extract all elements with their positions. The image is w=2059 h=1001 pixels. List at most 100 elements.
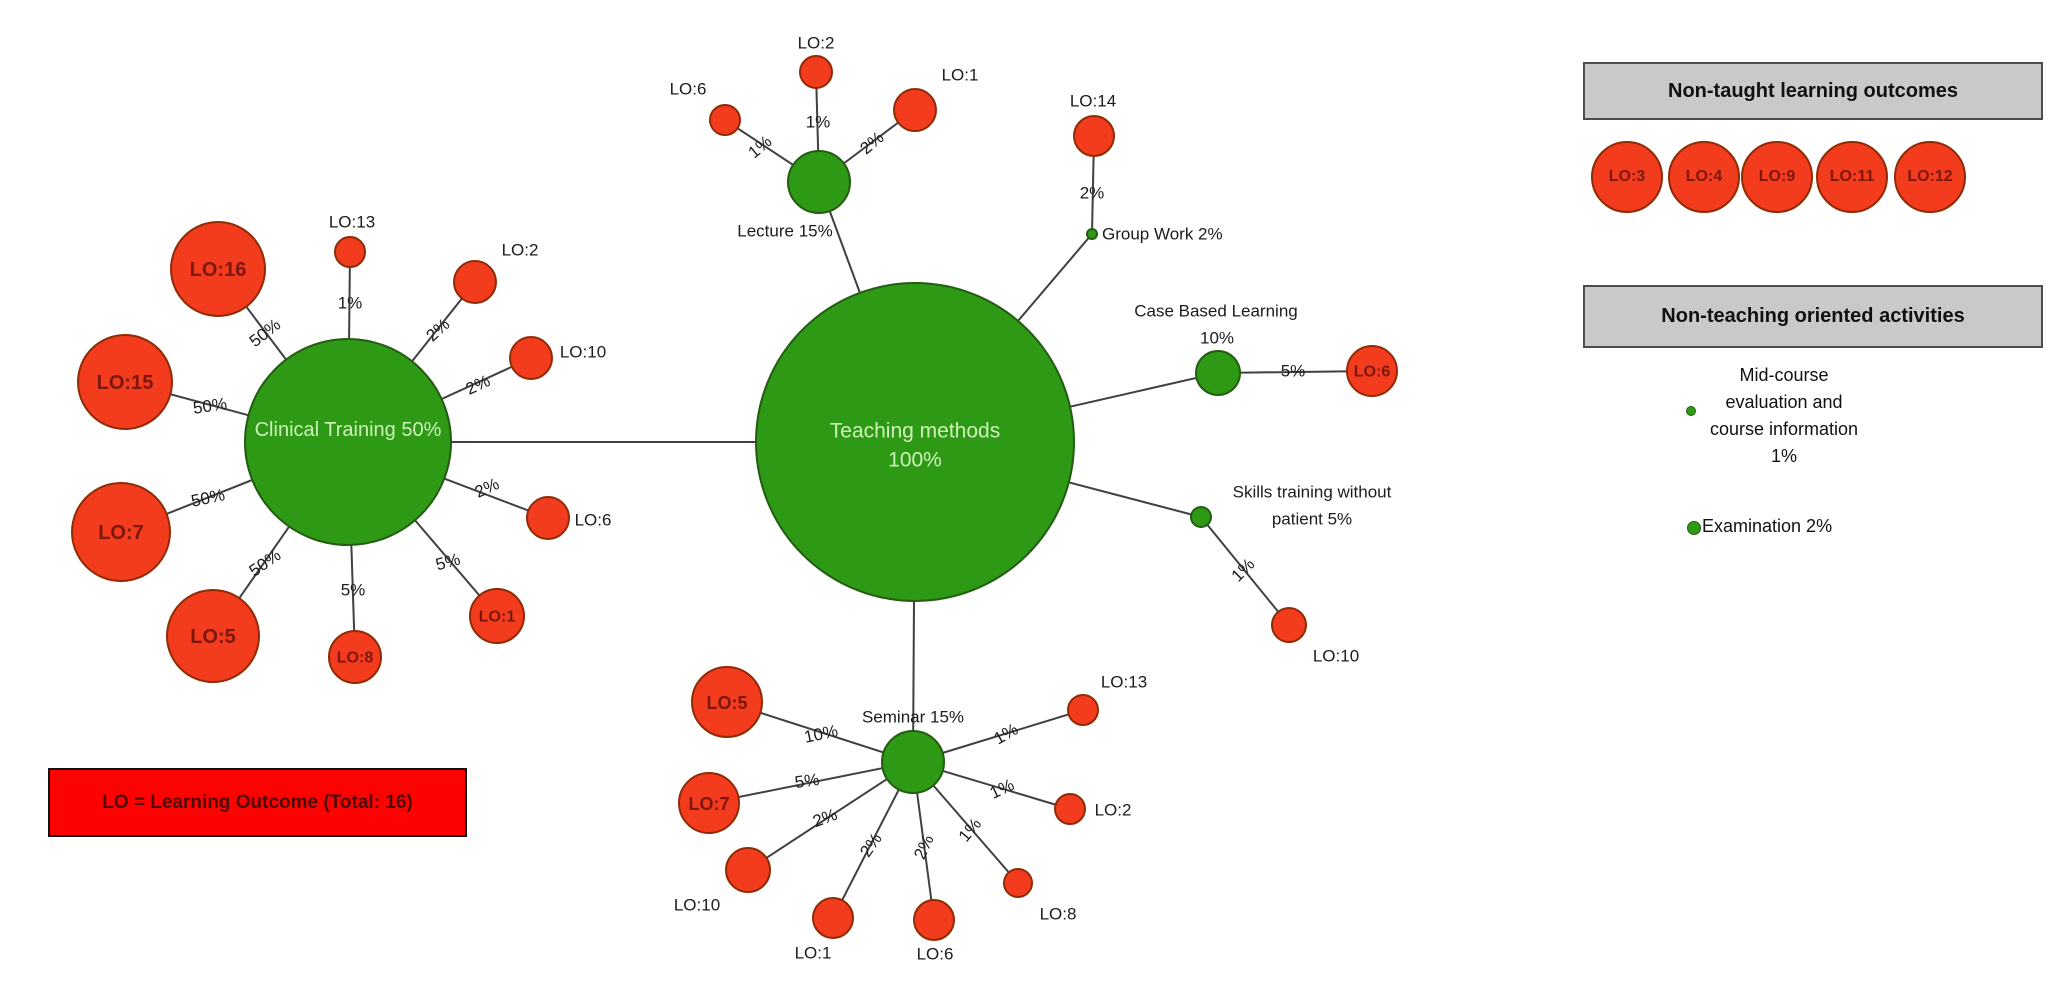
lo7-clinical-node <box>71 482 171 582</box>
skills-label-line2: patient 5% <box>1272 510 1352 529</box>
lo13-clinical-node <box>334 236 366 268</box>
lo7-inside-label: LO:7 <box>98 522 144 544</box>
skills-training-node <box>1190 506 1212 528</box>
lo6-cbl-node <box>1346 345 1398 397</box>
lo10-clinical-label: LO:10 <box>560 343 606 362</box>
case-based-learning-node <box>1195 350 1241 396</box>
lo5-seminar-inside-label: LO:5 <box>706 693 747 713</box>
lo5-clinical-node <box>166 589 260 683</box>
pct-lecture-lo2: 1% <box>806 113 831 132</box>
mid-course-percent: 1% <box>1770 446 1797 466</box>
skills-label-line1: Skills training without <box>1233 483 1392 502</box>
examination-dot-icon <box>1687 521 1701 535</box>
lo6-lecture-label: LO:6 <box>670 80 707 99</box>
non-taught-lo-circle: LO:9 <box>1741 141 1813 213</box>
lo13-seminar-label: LO:13 <box>1101 673 1147 692</box>
lo10-clinical-node <box>509 336 553 380</box>
lo7-seminar-inside-label: LO:7 <box>688 794 729 814</box>
lo10-skills-node <box>1271 607 1307 643</box>
lo5-seminar-node <box>691 666 763 738</box>
non-taught-header: Non-taught learning outcomes <box>1583 62 2043 120</box>
lo15-inside-label: LO:15 <box>97 372 154 394</box>
lo2-lecture-node <box>799 55 833 89</box>
pct-clinical-lo5: 50% <box>246 545 285 580</box>
lo2-clinical-label: LO:2 <box>502 241 539 260</box>
lo2-seminar-label: LO:2 <box>1095 801 1132 820</box>
pct-cbl-lo6: 5% <box>1281 362 1306 381</box>
pct-seminar-lo5: 10% <box>802 721 839 747</box>
non-taught-lo-label: LO:3 <box>1608 168 1646 185</box>
mid-course-activity: Mid-course evaluation and course informa… <box>1648 362 1920 470</box>
pct-seminar-lo10: 2% <box>810 805 840 831</box>
mid-course-line: evaluation and <box>1725 392 1843 412</box>
non-taught-title: Non-taught learning outcomes <box>1668 79 1958 102</box>
lo16-inside-label: LO:16 <box>190 259 247 281</box>
pct-clinical-lo8: 5% <box>341 581 366 600</box>
pct-groupwork-lo14: 2% <box>1080 184 1105 203</box>
lo2-seminar-node <box>1054 793 1086 825</box>
mid-course-line: Mid-course <box>1739 365 1829 385</box>
lo8-seminar-label: LO:8 <box>1040 905 1077 924</box>
non-taught-lo-label: LO:4 <box>1685 168 1723 185</box>
lo13-seminar-node <box>1067 694 1099 726</box>
lo6-lecture-node <box>709 104 741 136</box>
non-taught-lo-label: LO:9 <box>1758 168 1796 185</box>
pct-clinical-lo10: 2% <box>463 371 493 399</box>
lo14-groupwork-node <box>1073 115 1115 157</box>
mid-course-line: course information <box>1709 419 1859 439</box>
examination-activity: Examination 2% <box>1702 516 1833 536</box>
mid-course-dot-icon <box>1686 406 1696 416</box>
lo15-clinical-node <box>77 334 173 430</box>
pct-clinical-lo6: 2% <box>472 474 502 502</box>
lo1-clinical-node <box>469 588 525 644</box>
lo10-seminar-node <box>725 847 771 893</box>
lo13-clinical-label: LO:13 <box>329 213 375 232</box>
lo-legend-text: LO = Learning Outcome (Total: 16) <box>102 791 413 813</box>
lo7-seminar-node <box>678 772 740 834</box>
group-work-node <box>1086 228 1098 240</box>
cbl-label: Case Based Learning <box>1134 302 1298 321</box>
lo10-seminar-label: LO:10 <box>674 896 720 915</box>
teaching-methods-percent: 100% <box>888 449 942 472</box>
lo6-seminar-node <box>913 899 955 941</box>
edge-line <box>747 761 914 871</box>
pct-clinical-lo15: 50% <box>192 394 228 418</box>
non-taught-lo-circle: LO:4 <box>1668 141 1740 213</box>
clinical-training-label: Clinical Training 50% <box>255 419 442 441</box>
lo1-lecture-node <box>893 88 937 132</box>
lo1-inside-label: LO:1 <box>479 609 516 626</box>
teaching-methods-node <box>755 282 1075 602</box>
seminar-label: Seminar 15% <box>862 708 964 727</box>
lo6-seminar-label: LO:6 <box>917 945 954 964</box>
non-taught-lo-circle: LO:11 <box>1816 141 1888 213</box>
lo2-lecture-label: LO:2 <box>798 34 835 53</box>
lo10-skills-label: LO:10 <box>1313 647 1359 666</box>
lo1-seminar-node <box>812 897 854 939</box>
lo6-clinical-label: LO:6 <box>575 511 612 530</box>
lo-legend-box: LO = Learning Outcome (Total: 16) <box>48 768 467 837</box>
cbl-percent: 10% <box>1200 329 1234 348</box>
group-work-label: Group Work 2% <box>1102 225 1223 244</box>
pct-clinical-lo7: 50% <box>189 485 226 511</box>
pct-seminar-lo1: 2% <box>856 829 886 860</box>
lo6-cbl-inside-label: LO:6 <box>1354 364 1391 381</box>
edge-line <box>1200 516 1290 626</box>
lo8-inside-label: LO:8 <box>337 650 374 667</box>
lo14-label: LO:14 <box>1070 92 1116 111</box>
non-taught-lo-label: LO:11 <box>1829 168 1875 185</box>
lo1-lecture-label: LO:1 <box>942 66 979 85</box>
clinical-training-node <box>244 338 452 546</box>
lo8-clinical-node <box>328 630 382 684</box>
non-taught-lo-label: LO:12 <box>1907 168 1953 185</box>
pct-lecture-lo1: 2% <box>856 128 887 158</box>
edge-line <box>708 761 914 804</box>
non-teaching-header: Non-teaching oriented activities <box>1583 285 2043 348</box>
pct-seminar-lo7: 5% <box>794 770 821 792</box>
non-teaching-title: Non-teaching oriented activities <box>1661 305 1965 327</box>
lo6-clinical-node <box>526 496 570 540</box>
teaching-methods-label: Teaching methods <box>830 420 1000 443</box>
lo5-inside-label: LO:5 <box>190 626 236 648</box>
seminar-node <box>881 730 945 794</box>
